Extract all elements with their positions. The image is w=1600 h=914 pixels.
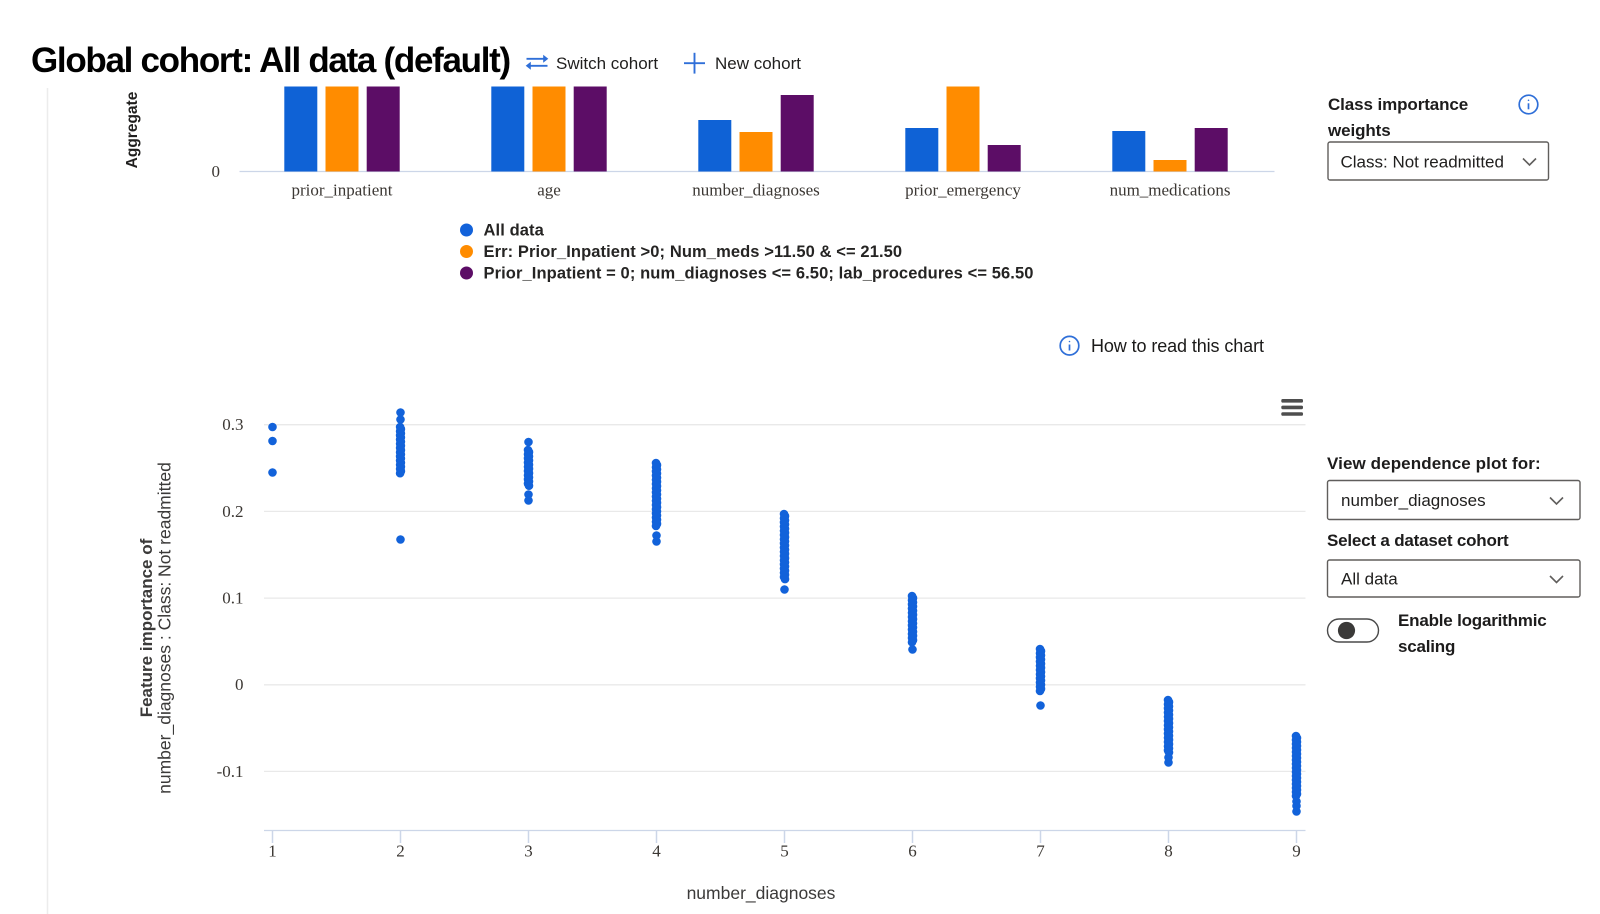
svg-text:9: 9	[1292, 842, 1301, 861]
svg-text:3: 3	[524, 842, 533, 861]
svg-text:5: 5	[780, 842, 789, 861]
svg-text:-0.1: -0.1	[217, 762, 244, 781]
svg-text:New cohort: New cohort	[715, 54, 801, 73]
svg-text:Prior_Inpatient = 0; num_diagn: Prior_Inpatient = 0; num_diagnoses <= 6.…	[484, 265, 1034, 283]
svg-text:num_medications: num_medications	[1110, 181, 1231, 200]
svg-text:0.2: 0.2	[222, 502, 243, 521]
svg-text:number_diagnoses: number_diagnoses	[687, 883, 836, 904]
svg-text:0.3: 0.3	[222, 415, 243, 434]
svg-text:Switch cohort: Switch cohort	[556, 54, 658, 73]
svg-text:6: 6	[908, 842, 917, 861]
svg-text:prior_emergency: prior_emergency	[905, 181, 1021, 200]
svg-text:0: 0	[235, 675, 244, 694]
svg-text:0.1: 0.1	[222, 589, 243, 608]
svg-text:1: 1	[268, 842, 277, 861]
svg-text:0: 0	[212, 162, 221, 181]
svg-text:Err: Prior_Inpatient >0; Num_m: Err: Prior_Inpatient >0; Num_meds >11.50…	[484, 243, 903, 261]
svg-text:All data: All data	[484, 222, 545, 240]
svg-text:number_diagnoses: number_diagnoses	[1341, 491, 1486, 510]
svg-text:number_diagnoses : Class: Not: number_diagnoses : Class: Not readmitted	[155, 462, 176, 794]
svg-text:4: 4	[652, 842, 661, 861]
svg-text:7: 7	[1036, 842, 1045, 861]
svg-text:prior_inpatient: prior_inpatient	[291, 181, 392, 200]
svg-text:All data: All data	[1341, 570, 1398, 589]
svg-text:8: 8	[1164, 842, 1173, 861]
svg-text:Feature importance of: Feature importance of	[137, 538, 156, 717]
svg-text:Aggregate: Aggregate	[124, 91, 141, 168]
svg-text:2: 2	[396, 842, 405, 861]
svg-text:age: age	[537, 181, 561, 200]
svg-text:How to read this chart: How to read this chart	[1091, 336, 1264, 356]
svg-text:number_diagnoses: number_diagnoses	[692, 181, 819, 200]
svg-text:Class: Not readmitted: Class: Not readmitted	[1341, 153, 1504, 172]
